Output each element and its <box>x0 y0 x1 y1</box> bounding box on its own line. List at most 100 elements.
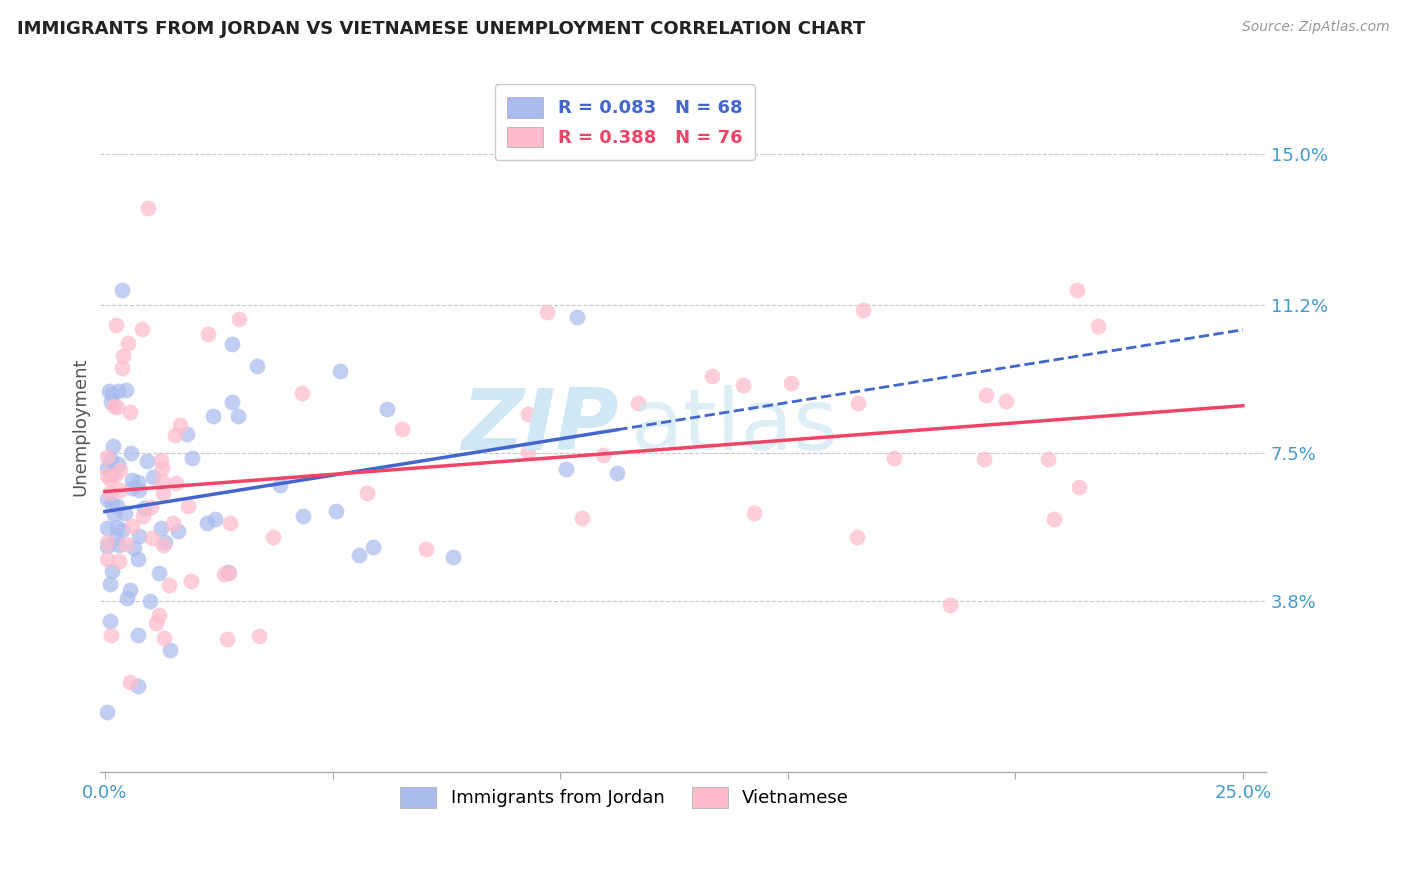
Point <box>121 519 143 533</box>
Point <box>329 364 352 378</box>
Point <box>135 454 157 468</box>
Point <box>176 500 198 514</box>
Point <box>356 486 378 500</box>
Point <box>536 305 558 319</box>
Point <box>780 376 803 390</box>
Point <box>262 530 284 544</box>
Point <box>118 405 141 419</box>
Point <box>212 567 235 582</box>
Point <box>973 451 995 466</box>
Point <box>96 535 118 549</box>
Point <box>176 426 198 441</box>
Point <box>167 524 190 538</box>
Point <box>120 674 142 689</box>
Point <box>131 322 153 336</box>
Point <box>100 577 122 591</box>
Point <box>103 507 125 521</box>
Point <box>269 478 291 492</box>
Point <box>100 628 122 642</box>
Point <box>132 509 155 524</box>
Point <box>606 466 628 480</box>
Point <box>197 326 219 341</box>
Point <box>974 387 997 401</box>
Point <box>139 594 162 608</box>
Point <box>180 574 202 588</box>
Point <box>100 452 122 467</box>
Point <box>122 541 145 555</box>
Point <box>96 461 118 475</box>
Point <box>415 541 437 556</box>
Point <box>127 679 149 693</box>
Point <box>96 491 118 506</box>
Point <box>153 631 176 645</box>
Point <box>226 409 249 423</box>
Text: IMMIGRANTS FROM JORDAN VS VIETNAMESE UNEMPLOYMENT CORRELATION CHART: IMMIGRANTS FROM JORDAN VS VIETNAMESE UNE… <box>17 20 865 37</box>
Point <box>517 445 540 459</box>
Point <box>219 516 242 530</box>
Point <box>218 566 240 580</box>
Text: ZIP: ZIP <box>461 385 619 468</box>
Point <box>110 283 132 297</box>
Point <box>247 629 270 643</box>
Text: Source: ZipAtlas.com: Source: ZipAtlas.com <box>1241 20 1389 34</box>
Point <box>107 499 129 513</box>
Text: atlas: atlas <box>631 385 838 468</box>
Point <box>105 400 128 414</box>
Point <box>111 360 134 375</box>
Point <box>228 311 250 326</box>
Point <box>1043 512 1066 526</box>
Point <box>115 537 138 551</box>
Point <box>163 427 186 442</box>
Point <box>221 337 243 351</box>
Point <box>592 448 614 462</box>
Point <box>627 396 650 410</box>
Point <box>96 468 118 483</box>
Point <box>100 386 122 401</box>
Point <box>115 383 138 397</box>
Point <box>98 614 121 628</box>
Point <box>128 483 150 498</box>
Legend: Immigrants from Jordan, Vietnamese: Immigrants from Jordan, Vietnamese <box>394 780 856 814</box>
Point <box>101 498 124 512</box>
Point <box>104 532 127 546</box>
Point <box>111 523 134 537</box>
Point <box>100 395 122 409</box>
Point <box>141 531 163 545</box>
Point <box>195 516 218 530</box>
Point <box>325 504 347 518</box>
Point <box>96 521 118 535</box>
Point <box>221 395 243 409</box>
Point <box>159 643 181 657</box>
Point <box>150 474 173 488</box>
Point <box>215 632 238 647</box>
Point <box>118 583 141 598</box>
Point <box>107 554 129 568</box>
Point <box>1036 451 1059 466</box>
Point <box>204 512 226 526</box>
Point <box>115 591 138 605</box>
Point <box>104 318 127 333</box>
Point <box>852 302 875 317</box>
Point <box>846 530 869 544</box>
Point <box>391 421 413 435</box>
Point <box>139 500 162 514</box>
Point <box>1067 480 1090 494</box>
Point <box>120 446 142 460</box>
Point <box>96 450 118 464</box>
Point <box>375 401 398 416</box>
Point <box>103 399 125 413</box>
Point <box>97 384 120 399</box>
Point <box>148 566 170 581</box>
Point <box>169 417 191 432</box>
Point <box>134 500 156 515</box>
Point <box>846 395 869 409</box>
Point <box>441 550 464 565</box>
Point <box>994 394 1017 409</box>
Point <box>349 548 371 562</box>
Point <box>127 475 149 489</box>
Point <box>157 577 180 591</box>
Point <box>883 450 905 465</box>
Point <box>246 359 269 374</box>
Y-axis label: Unemployment: Unemployment <box>72 358 89 496</box>
Point <box>138 201 160 215</box>
